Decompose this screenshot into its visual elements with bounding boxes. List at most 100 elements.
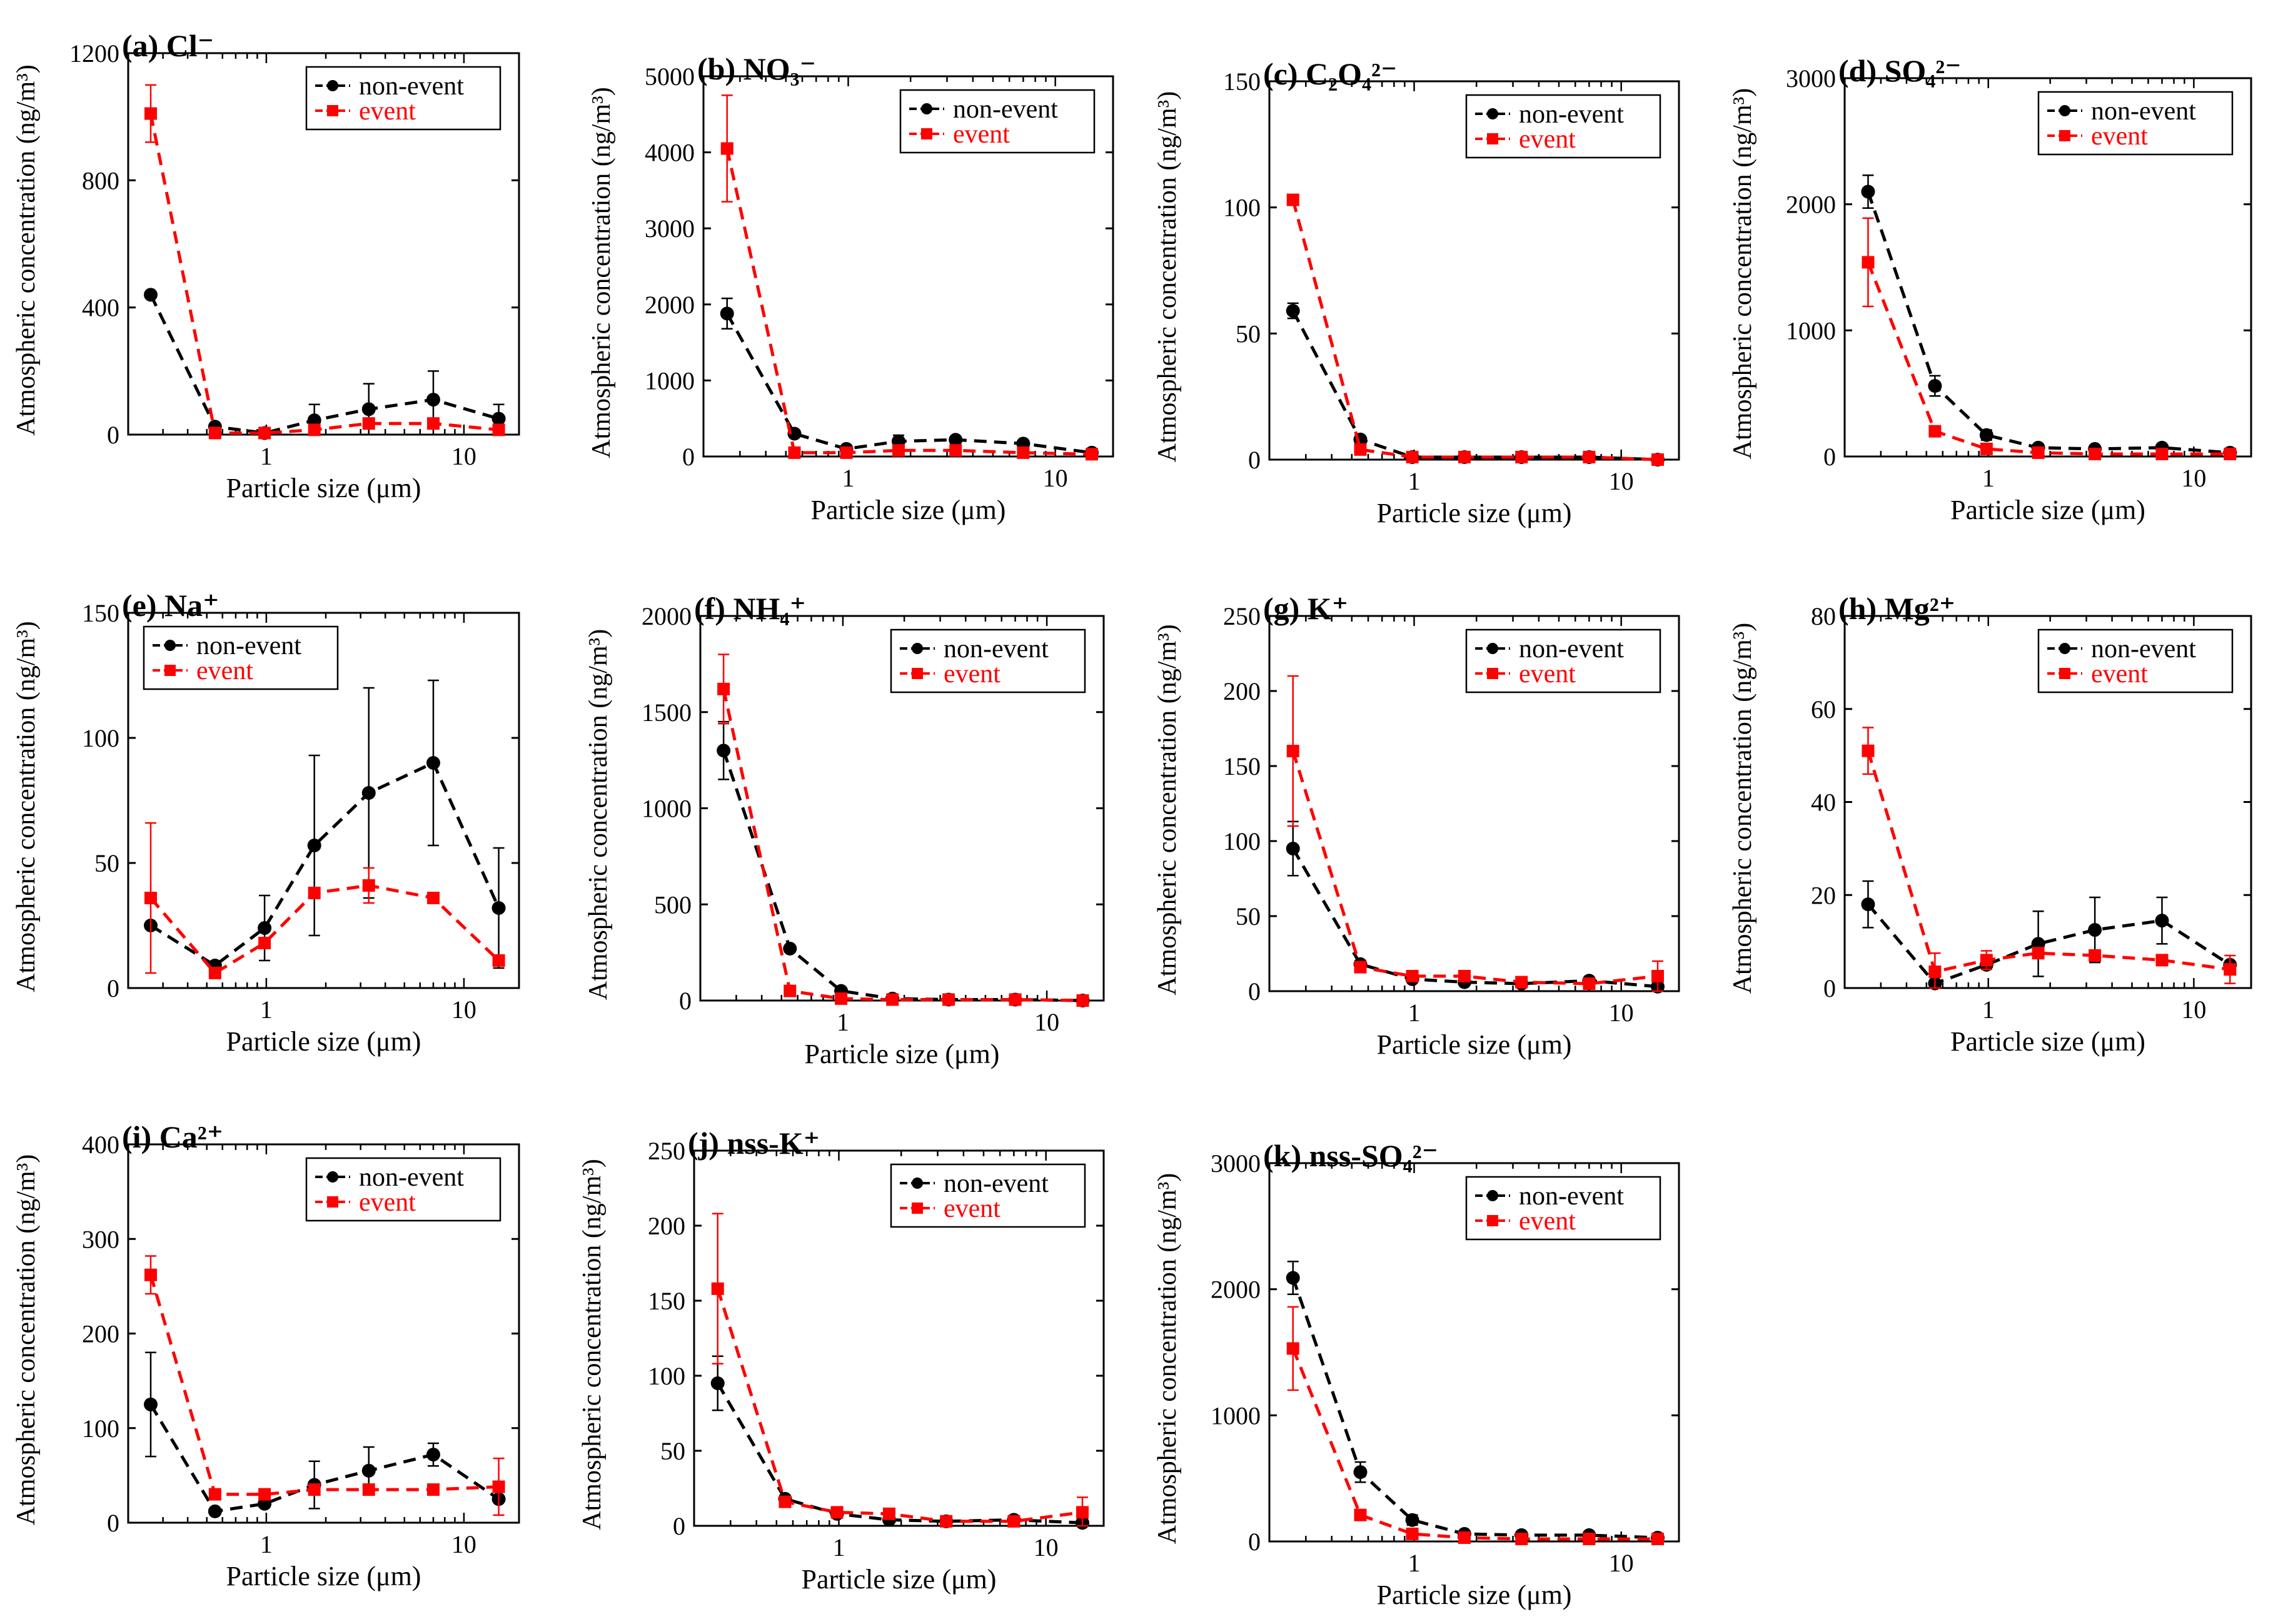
data-point-event [1406,450,1419,463]
x-axis-label: Particle size (μm) [1950,495,2145,525]
series-line-non-event [1291,310,1658,461]
data-point-event [1085,448,1098,461]
series-line-non-event [149,294,500,435]
data-point-non-event [1979,428,1993,442]
x-tick-label: 10 [1034,1533,1059,1561]
y-tick-label: 0 [107,1509,119,1537]
y-tick-label: 150 [1223,68,1261,96]
data-point-event [426,417,440,430]
panel-title: (g) K⁺ [1263,591,1348,626]
y-tick-label: 400 [82,294,119,322]
x-tick-label: 10 [1609,999,1634,1027]
data-point-event [144,1268,158,1281]
data-point-event [492,1480,505,1493]
y-tick-label: 250 [648,1137,685,1165]
data-point-event [840,446,853,459]
data-point-event [144,892,158,904]
data-point-non-event [710,1376,725,1390]
data-point-event [1928,965,1942,978]
legend-box [890,628,1086,693]
data-point-non-event [258,921,272,935]
data-point-event [2224,447,2237,460]
panel-title: (f) NH₄⁺ [694,591,806,626]
data-point-event [1286,745,1299,757]
data-point-non-event [426,393,440,407]
panel-e: 0 50 100 150 1 10 Particle size (μm) Atmospheri… [12,588,520,1057]
x-tick-label: 1 [832,1533,845,1561]
x-tick-label: 10 [1609,1549,1634,1577]
legend-box [1465,1176,1661,1241]
y-tick-label: 0 [673,1512,685,1540]
series-line-non-event [722,750,1083,1002]
data-point-event [2155,954,2169,967]
y-tick-label: 2000 [1211,1276,1261,1304]
data-point-event [886,993,899,1006]
data-point-event [1406,1527,1419,1540]
series-line-non-event [725,313,1092,455]
data-point-event [779,1495,792,1508]
y-tick-label: 80 [1811,602,1836,630]
y-tick-label: 200 [82,1320,119,1348]
data-point-non-event [2088,923,2102,937]
data-point-non-event [491,901,506,915]
plot-frame [693,1149,1105,1527]
y-tick-label: 200 [1223,677,1261,705]
legend-box [143,625,339,690]
legend-marker [912,1203,923,1214]
x-axis-label: Particle size (μm) [226,1026,421,1057]
plot-frame [127,612,520,989]
legend-marker [1487,133,1498,144]
y-tick-label: 150 [1223,752,1261,780]
plot-frame [1268,1162,1680,1543]
y-tick-label: 1000 [645,366,695,395]
y-tick-label: 0 [679,987,692,1015]
y-tick-label: 4000 [645,139,695,167]
y-tick-label: 0 [1823,443,1836,471]
data-point-event [830,1506,844,1519]
y-tick-label: 2000 [1786,191,1836,219]
data-point-event [208,1488,221,1501]
legend-marker [921,128,932,139]
y-axis-label: Atmospheric concentration (ng/m³) [12,1154,41,1525]
data-point-non-event [717,744,731,758]
y-tick-label: 100 [1223,827,1261,855]
plot-frame [1268,80,1680,461]
data-point-event [258,1488,271,1501]
data-point-non-event [426,1448,440,1462]
data-point-non-event [1861,897,1875,912]
data-point-event [1458,970,1471,982]
data-point-event [717,682,730,695]
y-tick-label: 100 [82,1415,119,1443]
data-point-event [208,426,221,440]
plot-frame [1268,615,1680,992]
data-point-non-event [144,1397,158,1411]
series-line-event [149,884,500,976]
data-point-event [1017,446,1030,459]
data-point-event [492,954,505,967]
data-point-non-event [783,941,797,956]
y-tick-label: 0 [682,443,695,471]
data-point-non-event [361,402,376,416]
legend-label-non-event: non-event [1519,635,1624,663]
legend-marker [921,103,932,114]
plot-frame [1843,77,2252,458]
x-tick-label: 10 [1609,467,1634,495]
data-point-event [308,423,321,436]
legend-label-event: event [359,1188,416,1217]
panel-a: 0 400 800 1200 1 10 Particle size (μm) Atmosphe… [12,28,520,503]
y-tick-label: 50 [1236,902,1261,931]
y-tick-label: 1000 [1786,316,1836,345]
x-tick-label: 10 [451,996,476,1024]
legend-marker [912,643,923,654]
y-tick-label: 50 [1236,320,1261,348]
series-line-non-event [716,1382,1083,1525]
data-point-event [1583,1532,1596,1545]
legend-box [1465,628,1661,693]
data-point-non-event [1286,304,1300,318]
series-line-non-event [1291,1277,1658,1540]
legend-marker [2059,105,2070,116]
series-line-event [1291,750,1658,986]
